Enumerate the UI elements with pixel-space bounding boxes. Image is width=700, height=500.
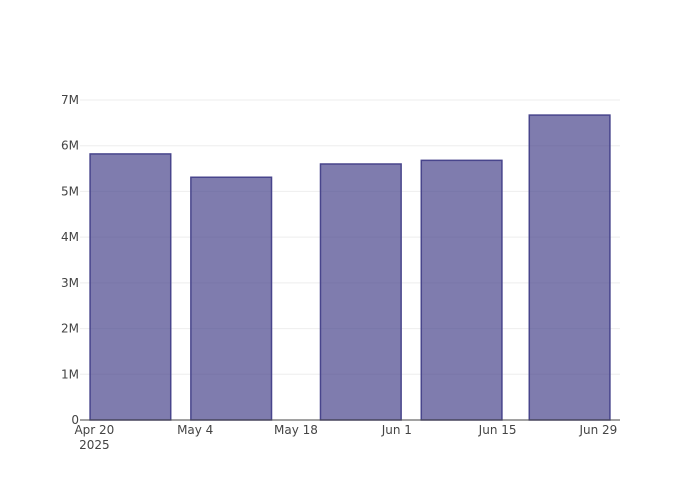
x-tick-label: Jun 15 (478, 423, 517, 437)
bar (89, 153, 172, 421)
x-tick-label: Jun 1 (381, 423, 412, 437)
bar (528, 114, 611, 421)
x-tick-label: May 18 (274, 423, 318, 437)
bar (190, 176, 273, 421)
y-tick-label: 6M (61, 139, 79, 153)
x-tick-label: Apr 20 2025 (74, 423, 114, 452)
y-tick-label: 3M (61, 276, 79, 290)
x-tick-label: May 4 (177, 423, 213, 437)
x-tick-label: Jun 29 (578, 423, 617, 437)
y-tick-label: 2M (61, 322, 79, 336)
y-tick-label: 7M (61, 93, 79, 107)
y-tick-label: 0 (71, 413, 79, 427)
y-tick-label: 4M (61, 230, 79, 244)
y-tick-label: 1M (61, 367, 79, 381)
bar (420, 159, 503, 421)
bar (319, 163, 402, 421)
y-tick-label: 5M (61, 184, 79, 198)
